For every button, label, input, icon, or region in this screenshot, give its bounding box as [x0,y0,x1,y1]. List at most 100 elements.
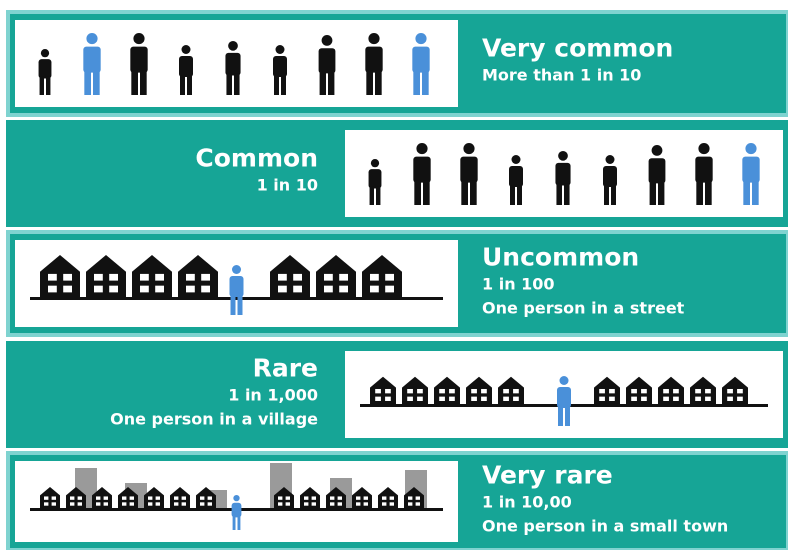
row-line: 1 in 10 [257,176,318,195]
window [385,397,391,401]
window [324,286,333,293]
window [78,502,82,505]
window [737,397,743,401]
person-body [742,157,759,183]
person-leg [46,77,50,95]
window [174,502,178,505]
person-head [86,33,97,44]
person-head [322,35,333,46]
person-body [179,56,193,77]
person-leg [375,70,382,95]
window [130,496,134,499]
person-head [745,143,756,154]
window [104,502,108,505]
window [449,397,455,401]
window [48,286,57,293]
window [481,389,487,393]
window [174,496,178,499]
person-leg [752,180,759,205]
window [182,502,186,505]
person-head [232,265,241,274]
window [94,274,103,281]
window [324,274,333,281]
person-leg [604,185,609,205]
window [513,397,519,401]
window [417,389,423,393]
person-leg [558,406,563,426]
person-body [695,157,712,183]
window [78,496,82,499]
window [278,274,287,281]
window [94,286,103,293]
window [201,274,210,281]
window [109,286,118,293]
person-head [512,155,521,164]
person-leg [238,516,241,530]
person-leg [376,187,380,205]
person-head [41,49,49,57]
person-leg [231,295,236,315]
person-body [83,47,100,73]
window [156,502,160,505]
row-line: 1 in 10,00 [482,493,572,512]
window [278,496,282,499]
window [695,389,701,393]
window [382,496,386,499]
person-leg [461,180,468,205]
row-line: More than 1 in 10 [482,66,641,85]
window [304,496,308,499]
row-title: Uncommon [482,243,639,272]
person-leg [328,71,334,95]
person-leg [564,183,570,205]
window [278,286,287,293]
person-head [560,376,569,385]
person-leg [556,183,562,205]
window [375,389,381,393]
infographic: Very commonMore than 1 in 10Common1 in 1… [0,0,788,550]
window [140,274,149,281]
window [364,502,368,505]
window [449,389,455,393]
person-leg [366,70,373,95]
person-head [276,45,285,54]
window [293,274,302,281]
person-head [558,151,568,161]
person-leg [696,180,703,205]
window [70,496,74,499]
person-body [413,157,430,183]
person-head [371,159,379,167]
window [385,274,394,281]
window [631,397,637,401]
window [503,397,509,401]
person-body [603,166,617,187]
person-body [509,166,523,187]
window [705,389,711,393]
window [471,389,477,393]
window [417,397,423,401]
window [104,496,108,499]
person-body [369,169,382,188]
person-body [460,157,477,183]
window [439,389,445,393]
person-leg [565,406,570,426]
window [408,502,412,505]
window [312,502,316,505]
person-leg [40,77,44,95]
window [416,496,420,499]
window [481,397,487,401]
window [385,389,391,393]
person-head [652,145,663,156]
window [200,496,204,499]
person-leg [226,73,232,95]
window [695,397,701,401]
window [356,496,360,499]
window [63,274,72,281]
person-leg [131,70,138,95]
person-leg [180,75,185,95]
row-title: Very rare [482,461,613,490]
window [186,274,195,281]
person-body [555,163,570,186]
person-head [698,143,709,154]
row-line: One person in a small town [482,517,728,536]
window [364,496,368,499]
